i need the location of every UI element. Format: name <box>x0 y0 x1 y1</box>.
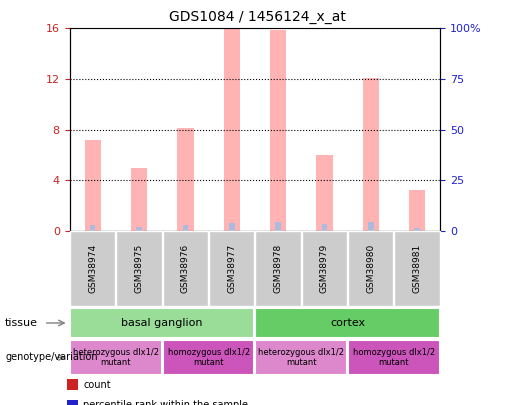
Bar <box>229 223 234 231</box>
Bar <box>270 30 286 231</box>
Bar <box>224 28 240 231</box>
Text: GSM38977: GSM38977 <box>227 244 236 293</box>
Text: homozygous dlx1/2
mutant: homozygous dlx1/2 mutant <box>167 348 250 367</box>
Bar <box>316 155 333 231</box>
Text: GSM38981: GSM38981 <box>413 244 422 293</box>
Text: count: count <box>83 380 111 390</box>
Text: GSM38976: GSM38976 <box>181 244 190 293</box>
Bar <box>136 227 142 231</box>
Text: GSM38980: GSM38980 <box>366 244 375 293</box>
Bar <box>368 222 373 231</box>
Bar <box>322 224 327 231</box>
Bar <box>276 222 281 231</box>
Bar <box>84 140 101 231</box>
Text: genotype/variation: genotype/variation <box>5 352 98 362</box>
Text: homozygous dlx1/2
mutant: homozygous dlx1/2 mutant <box>353 348 435 367</box>
Text: tissue: tissue <box>5 318 38 328</box>
Text: cortex: cortex <box>330 318 365 328</box>
Text: heterozygous dlx1/2
mutant: heterozygous dlx1/2 mutant <box>73 348 159 367</box>
Text: GSM38979: GSM38979 <box>320 244 329 293</box>
Text: percentile rank within the sample: percentile rank within the sample <box>83 400 248 405</box>
Bar <box>409 190 425 231</box>
Text: GSM38974: GSM38974 <box>88 244 97 293</box>
Text: GDS1084 / 1456124_x_at: GDS1084 / 1456124_x_at <box>169 10 346 24</box>
Bar <box>415 228 420 231</box>
Text: heterozygous dlx1/2
mutant: heterozygous dlx1/2 mutant <box>259 348 344 367</box>
Bar <box>183 225 188 231</box>
Text: GSM38975: GSM38975 <box>134 244 144 293</box>
Bar <box>177 128 194 231</box>
Text: basal ganglion: basal ganglion <box>122 318 203 328</box>
Bar <box>131 168 147 231</box>
Bar <box>363 78 379 231</box>
Text: GSM38978: GSM38978 <box>273 244 283 293</box>
Bar <box>90 225 95 231</box>
